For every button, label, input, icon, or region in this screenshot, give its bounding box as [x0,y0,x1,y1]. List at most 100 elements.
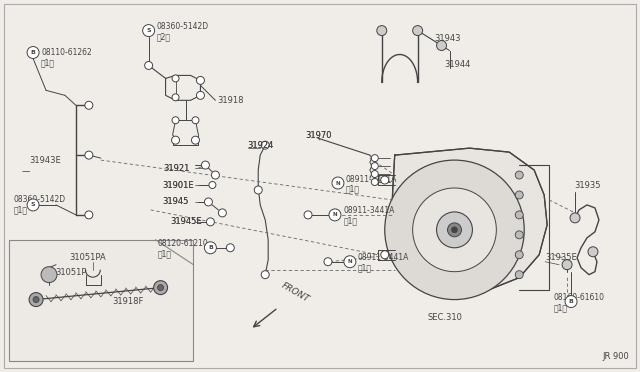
Circle shape [515,171,524,179]
Circle shape [145,61,152,70]
Text: 31924: 31924 [247,141,274,150]
Circle shape [381,251,388,259]
Text: N: N [333,212,337,217]
Text: 08911-3441A: 08911-3441A [344,206,396,215]
Circle shape [515,251,524,259]
Circle shape [436,41,447,51]
Text: N: N [335,180,340,186]
Text: （1）: （1） [41,58,55,67]
Circle shape [27,46,39,58]
Bar [9,240,193,361]
Text: N: N [348,259,352,264]
Text: 31970: 31970 [305,131,332,140]
Text: （1）: （1） [553,303,567,312]
Text: 08110-61262: 08110-61262 [41,48,92,57]
Text: 31945: 31945 [163,198,189,206]
Circle shape [570,213,580,223]
Text: 31051PA: 31051PA [69,253,106,262]
Text: JR 900: JR 900 [602,352,629,361]
Circle shape [515,231,524,239]
Circle shape [207,218,214,226]
Circle shape [447,223,461,237]
Text: 08360-5142D: 08360-5142D [13,195,65,205]
Circle shape [385,160,524,299]
Text: 08160-61610: 08160-61610 [553,293,604,302]
Circle shape [196,92,204,99]
Circle shape [172,117,179,124]
Circle shape [172,75,179,82]
Text: B: B [208,245,213,250]
Text: 31943E: 31943E [29,155,61,164]
Circle shape [41,267,57,283]
Circle shape [192,117,199,124]
Text: FRONT: FRONT [280,281,311,305]
Text: 31944: 31944 [445,60,471,69]
Circle shape [143,25,155,36]
Circle shape [227,244,234,252]
Text: 31051P: 31051P [55,268,86,277]
Circle shape [371,163,378,170]
Text: （1）: （1） [13,205,27,214]
Text: 31945: 31945 [163,198,189,206]
Circle shape [515,211,524,219]
Text: （2）: （2） [157,32,171,41]
Circle shape [332,177,344,189]
Circle shape [588,247,598,257]
Circle shape [371,170,378,177]
Text: 31901E: 31901E [163,180,194,189]
Text: 31945E: 31945E [171,217,202,227]
Polygon shape [392,148,547,290]
Circle shape [85,101,93,109]
Circle shape [565,296,577,308]
Circle shape [413,188,497,272]
Circle shape [377,26,387,36]
Circle shape [204,198,212,206]
Circle shape [261,271,269,279]
Circle shape [172,94,179,101]
Text: 31935: 31935 [574,180,600,189]
Text: 08120-61210: 08120-61210 [157,239,209,248]
Circle shape [451,227,458,233]
Circle shape [191,136,200,144]
Text: 31921: 31921 [164,164,190,173]
Text: 31935E: 31935E [545,253,577,262]
Circle shape [33,296,39,302]
Circle shape [85,211,93,219]
Circle shape [562,260,572,270]
Text: 31918F: 31918F [113,297,144,306]
Text: 31970: 31970 [305,131,332,140]
Text: （1）: （1） [346,185,360,193]
Circle shape [157,285,164,291]
Circle shape [304,211,312,219]
Circle shape [204,242,216,254]
Text: 08911-3441A: 08911-3441A [346,174,397,183]
Circle shape [218,209,227,217]
Text: 31901E: 31901E [163,180,194,189]
Circle shape [261,141,269,149]
Text: —: — [21,167,29,177]
Circle shape [515,271,524,279]
Circle shape [324,258,332,266]
Text: 08911-3441A: 08911-3441A [358,253,409,262]
Text: （1）: （1） [344,217,358,225]
Circle shape [85,151,93,159]
Circle shape [209,182,216,189]
Text: B: B [568,299,573,304]
Text: B: B [31,50,35,55]
Text: （1）: （1） [157,249,172,258]
Circle shape [436,212,472,248]
Text: S: S [31,202,35,208]
Circle shape [196,76,204,84]
Circle shape [254,186,262,194]
Circle shape [381,176,388,184]
Text: 31918: 31918 [218,96,244,105]
Text: 31924: 31924 [247,141,274,150]
Circle shape [29,293,43,307]
Circle shape [202,161,209,169]
Circle shape [515,191,524,199]
Text: 31945E: 31945E [171,217,202,227]
Text: （1）: （1） [358,263,372,272]
Circle shape [154,280,168,295]
Circle shape [27,199,39,211]
Text: SEC.310: SEC.310 [428,313,463,322]
